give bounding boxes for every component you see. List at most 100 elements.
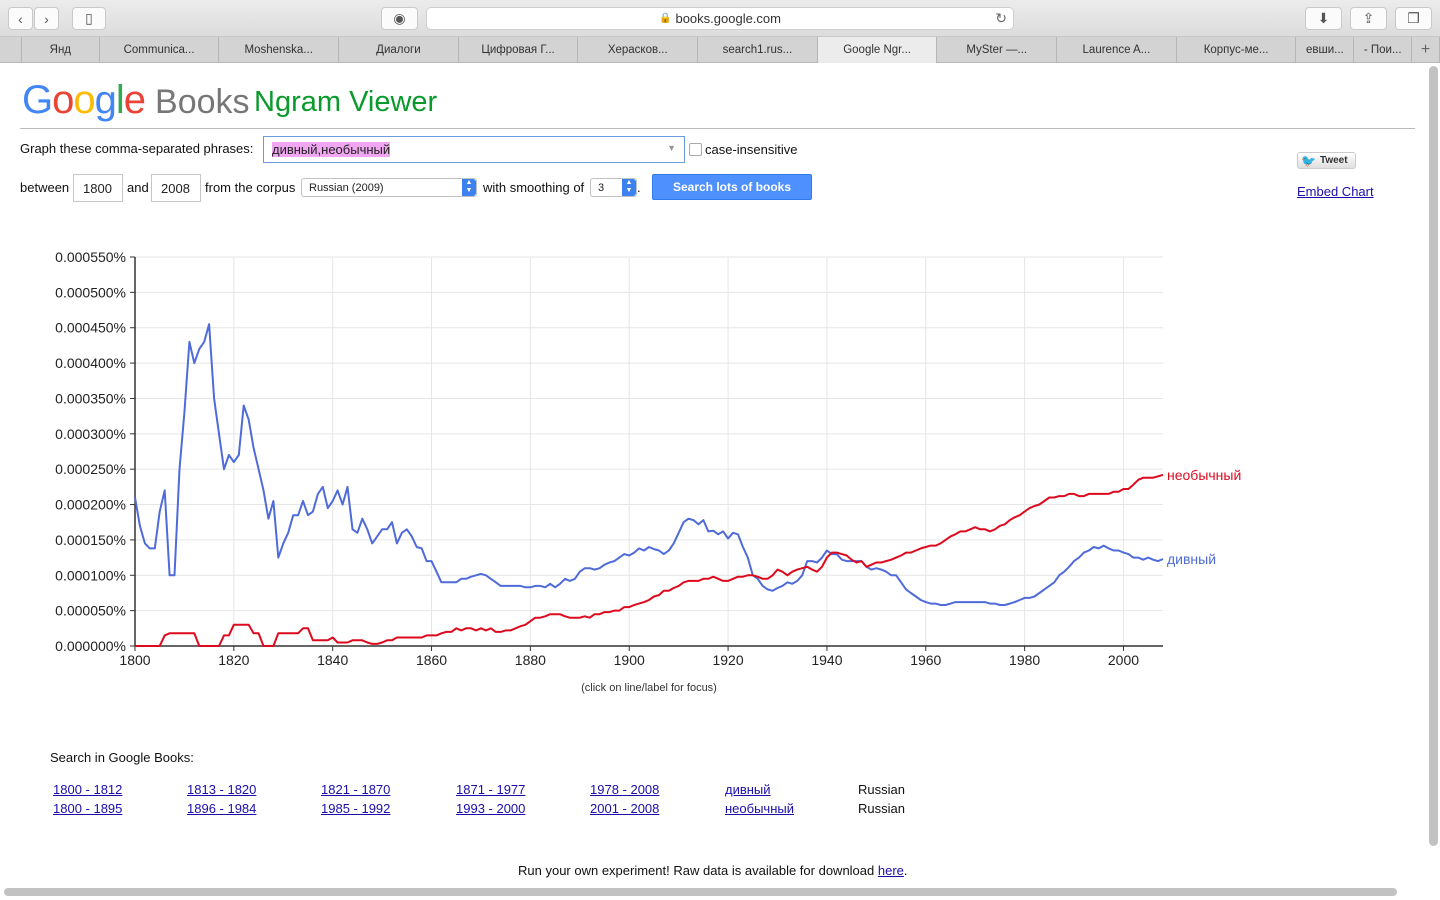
book-language: Russian xyxy=(858,782,905,797)
end-year-input[interactable]: 2008 xyxy=(151,174,201,202)
search-books-label: Search in Google Books: xyxy=(50,750,194,765)
smoothing-select[interactable]: 3 ▲ ▼ xyxy=(590,178,637,197)
tab-pinned[interactable] xyxy=(0,37,22,63)
book-range-link[interactable]: 2001 - 2008 xyxy=(590,801,660,816)
smoothing-label: with smoothing of xyxy=(483,180,585,195)
footer-text: Run your own experiment! Raw data is ava… xyxy=(518,863,908,878)
y-tick-label: 0.000150% xyxy=(55,532,126,548)
tab[interactable]: Корпус-ме... xyxy=(1177,37,1297,63)
y-tick-label: 0.000500% xyxy=(55,284,126,300)
logo-letter: o xyxy=(52,78,74,122)
x-tick-label: 1920 xyxy=(712,652,743,668)
chart-hint: (click on line/label for focus) xyxy=(581,682,717,694)
new-tab-button[interactable]: + xyxy=(1412,37,1440,63)
book-word-link[interactable]: необычный xyxy=(725,801,794,816)
corpus-label: from the corpus xyxy=(205,180,296,195)
logo-letter: G xyxy=(22,78,53,122)
tabs-overview-button[interactable]: ❐ xyxy=(1395,7,1432,30)
book-range-link[interactable]: 1993 - 2000 xyxy=(456,801,526,816)
google-books-logo[interactable]: Google Books xyxy=(22,78,250,123)
x-tick-label: 1980 xyxy=(1009,652,1040,668)
search-button[interactable]: Search lots of books xyxy=(652,174,812,200)
start-year-input[interactable]: 1800 xyxy=(73,174,123,202)
book-range-link[interactable]: 1821 - 1870 xyxy=(321,782,391,797)
browser-toolbar: ‹ › ▯ ◉ 🔒 books.google.com ↻ ⬇ ⇪ ❐ xyxy=(0,0,1440,37)
smoothing-value: 3 xyxy=(598,182,605,194)
between-label: between xyxy=(20,180,70,195)
tab[interactable]: Цифровая Г... xyxy=(459,37,579,63)
book-language: Russian xyxy=(858,801,905,816)
tab[interactable]: MySter —... xyxy=(937,37,1058,63)
address-bar[interactable]: 🔒 books.google.com ↻ xyxy=(426,7,1014,30)
series-label[interactable]: дивный xyxy=(1167,551,1216,567)
corpus-select[interactable]: Russian (2009) ▲ ▼ xyxy=(301,178,477,197)
period: . xyxy=(637,180,641,195)
x-tick-label: 1860 xyxy=(416,652,447,668)
tab[interactable]: евши... xyxy=(1296,37,1355,63)
horizontal-scrollbar[interactable] xyxy=(4,888,1397,896)
tab[interactable]: Диалоги xyxy=(339,37,459,63)
x-tick-label: 1960 xyxy=(910,652,941,668)
x-tick-label: 1840 xyxy=(317,652,348,668)
case-insensitive-checkbox[interactable] xyxy=(689,143,702,156)
logo-letter: o xyxy=(73,78,95,122)
reload-icon[interactable]: ↻ xyxy=(995,10,1007,26)
book-range-link[interactable]: 1896 - 1984 xyxy=(187,801,257,816)
ngram-chart[interactable]: 0.000000% 0.000050% 0.000100% 0.000150% 0.00… xyxy=(0,230,1300,700)
vertical-scrollbar[interactable] xyxy=(1429,66,1438,846)
series-label[interactable]: необычный xyxy=(1167,467,1241,483)
y-tick-label: 0.000100% xyxy=(55,567,126,583)
tab[interactable]: Google Ngr... xyxy=(817,37,938,63)
footer-message: Run your own experiment! Raw data is ava… xyxy=(518,863,878,878)
book-range-link[interactable]: 1800 - 1812 xyxy=(53,782,123,797)
y-tick-label: 0.000250% xyxy=(55,461,126,477)
book-word-link[interactable]: дивный xyxy=(725,782,771,797)
y-tick-label: 0.000300% xyxy=(55,426,126,442)
tab[interactable]: Moshenska... xyxy=(219,37,340,63)
page-title: Ngram Viewer xyxy=(254,86,438,118)
tweet-button[interactable]: 🐦 Tweet xyxy=(1297,152,1356,169)
series-line-1[interactable] xyxy=(135,473,1164,647)
logo-letter: l xyxy=(115,78,125,122)
tab[interactable]: search1.rus... xyxy=(698,37,818,63)
y-tick-label: 0.000200% xyxy=(55,497,126,513)
extension-button[interactable]: ◉ xyxy=(381,7,418,30)
book-range-link[interactable]: 1813 - 1820 xyxy=(187,782,257,797)
header-divider xyxy=(20,128,1415,129)
embed-chart-link[interactable]: Embed Chart xyxy=(1297,184,1374,199)
x-tick-label: 1880 xyxy=(515,652,546,668)
back-button[interactable]: ‹ xyxy=(8,7,33,30)
tab[interactable]: Херасков... xyxy=(578,37,699,63)
twitter-bird-icon: 🐦 xyxy=(1301,153,1316,168)
x-tick-label: 1800 xyxy=(119,652,150,668)
book-range-link[interactable]: 1985 - 1992 xyxy=(321,801,391,816)
series-line-0[interactable] xyxy=(134,323,1164,606)
download-here-link[interactable]: here xyxy=(877,863,904,878)
tab[interactable]: - Пои... xyxy=(1354,37,1413,63)
phrases-input[interactable]: дивный,необычный ▼ xyxy=(263,136,685,163)
tab[interactable]: Laurence A... xyxy=(1057,37,1177,63)
logo-letter: e xyxy=(123,78,146,122)
y-tick-label: 0.000450% xyxy=(55,320,126,336)
share-button[interactable]: ⇪ xyxy=(1350,7,1387,30)
dropdown-arrow-icon[interactable]: ▼ xyxy=(667,143,676,153)
and-label: and xyxy=(127,180,149,195)
select-arrow-icon: ▲ ▼ xyxy=(462,179,476,196)
corpus-value: Russian (2009) xyxy=(309,182,384,194)
x-tick-label: 1820 xyxy=(218,652,249,668)
x-tick-label: 2000 xyxy=(1108,652,1139,668)
forward-button[interactable]: › xyxy=(34,7,59,30)
logo-books: Books xyxy=(155,83,250,121)
y-tick-label: 0.000350% xyxy=(55,390,126,406)
select-arrow-icon: ▲ ▼ xyxy=(622,179,636,196)
tab[interactable]: Communica... xyxy=(100,37,220,63)
y-tick-label: 0.000550% xyxy=(55,249,126,265)
sidebar-button[interactable]: ▯ xyxy=(72,7,106,30)
case-insensitive-label: case-insensitive xyxy=(705,142,798,157)
book-range-link[interactable]: 1800 - 1895 xyxy=(53,801,123,816)
download-button[interactable]: ⬇ xyxy=(1305,7,1342,30)
book-range-link[interactable]: 1871 - 1977 xyxy=(456,782,526,797)
book-range-link[interactable]: 1978 - 2008 xyxy=(590,782,660,797)
tab[interactable]: Янд xyxy=(22,37,100,63)
x-tick-label: 1900 xyxy=(614,652,645,668)
